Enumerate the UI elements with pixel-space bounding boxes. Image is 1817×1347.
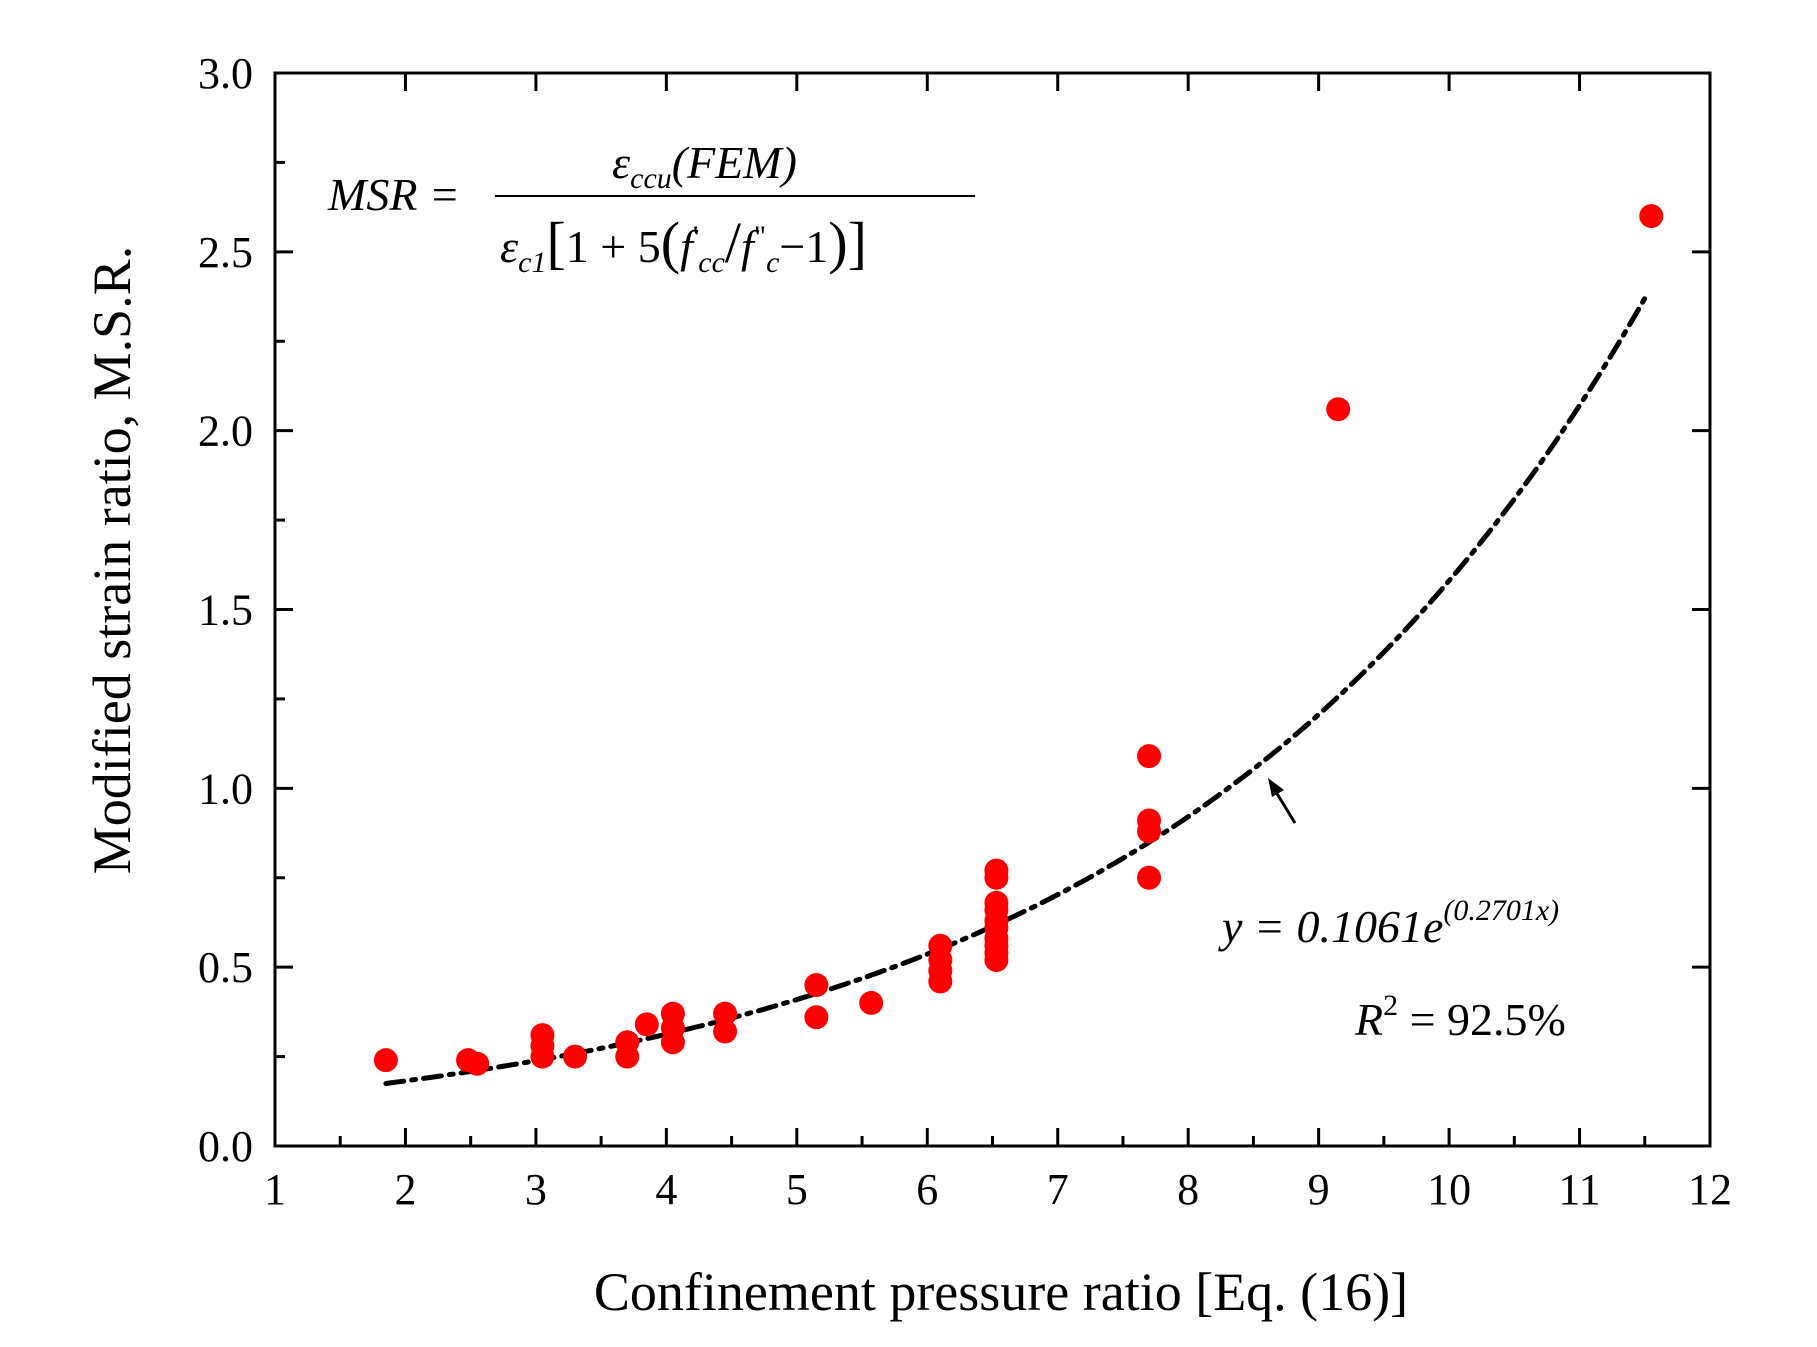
x-tick-label: 3 (525, 1165, 547, 1214)
data-point (713, 1001, 738, 1026)
data-point (373, 1048, 398, 1073)
data-point (1137, 865, 1162, 890)
data-point (1639, 204, 1664, 229)
x-tick-label: 10 (1427, 1165, 1471, 1214)
x-tick-label: 6 (916, 1165, 938, 1214)
formula-denominator: εc1[1 + 5(f'cc/f"c−1)] (500, 210, 867, 279)
data-point (928, 969, 953, 994)
data-point (530, 1044, 555, 1069)
x-axis-title: Confinement pressure ratio [Eq. (16)] (594, 1262, 1408, 1322)
data-point (563, 1044, 588, 1069)
y-tick-label: 3.0 (198, 49, 253, 98)
x-tick-label: 5 (786, 1165, 808, 1214)
data-point (1137, 819, 1162, 844)
fit-arrow-icon (1268, 778, 1297, 824)
data-point (634, 1012, 659, 1037)
y-tick-label: 0.5 (198, 943, 253, 992)
data-point (804, 973, 829, 998)
x-tick-label: 2 (394, 1165, 416, 1214)
fit-curve-layer (383, 295, 1648, 1086)
data-point (660, 1030, 685, 1055)
x-tick-label: 12 (1688, 1165, 1732, 1214)
axis-ticks: 1 2 3 4 5 6 7 8 9 10 11 120.00.51.01.52.02.53.0 (198, 49, 1732, 1214)
data-points (373, 204, 1664, 1076)
data-point (1326, 397, 1351, 422)
y-tick-label: 1.0 (198, 764, 253, 813)
plot-frame (273, 71, 1712, 1148)
fit-equation: y = 0.1061e(0.2701x) (1218, 894, 1559, 952)
x-tick-label: 11 (1558, 1165, 1600, 1214)
y-tick-label: 1.5 (198, 586, 253, 635)
y-axis-title: Modified strain ratio, M.S.R. (82, 246, 142, 874)
x-tick-label: 8 (1177, 1165, 1199, 1214)
data-point (615, 1044, 640, 1069)
fit-curve (383, 295, 1648, 1086)
data-point (465, 1051, 490, 1076)
msr-formula: MSR = εccu(FEM) εc1[1 + 5(f'cc/f"c−1)] (327, 137, 975, 279)
data-point (713, 1019, 738, 1044)
y-tick-label: 0.0 (198, 1122, 253, 1171)
x-tick-label: 7 (1047, 1165, 1069, 1214)
data-point (859, 990, 884, 1015)
data-point (984, 865, 1009, 890)
formula-lhs: MSR = (327, 169, 460, 220)
data-point (1137, 744, 1162, 769)
x-tick-label: 4 (655, 1165, 677, 1214)
x-tick-label: 1 (264, 1165, 286, 1214)
y-tick-label: 2.0 (198, 407, 253, 456)
x-tick-label: 9 (1308, 1165, 1330, 1214)
formula-numerator: εccu(FEM) (612, 137, 797, 195)
y-tick-label: 2.5 (198, 228, 253, 277)
data-point (984, 948, 1009, 973)
fit-r-squared: R2 = 92.5% (1354, 989, 1566, 1045)
data-point (804, 1005, 829, 1030)
